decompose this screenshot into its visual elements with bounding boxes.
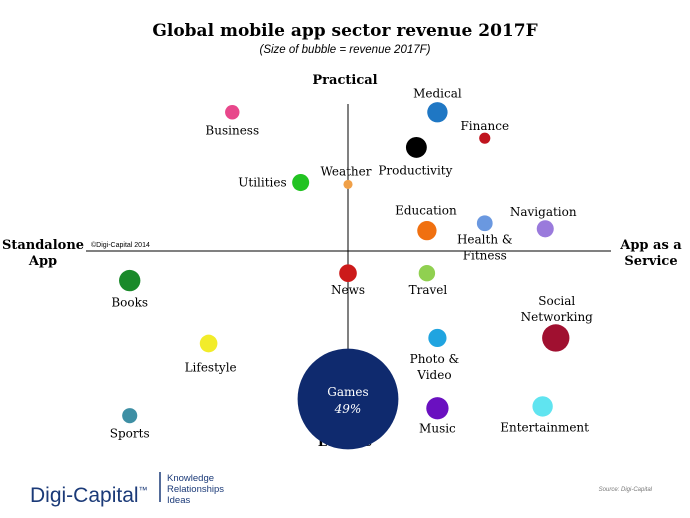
bubble-weather	[343, 179, 353, 189]
bubble-news	[339, 264, 357, 283]
bubble-photo-video	[428, 328, 447, 348]
bubble-label-education: Education	[395, 204, 457, 218]
bubble-label-social-networking: Social	[538, 294, 575, 308]
bubble-label2-social-networking: Networking	[521, 310, 593, 324]
bubble-business	[225, 105, 240, 120]
bubble-label-music: Music	[419, 421, 456, 435]
bubble-health-fitness	[476, 215, 493, 232]
bubble-label-travel: Travel	[409, 283, 448, 297]
bubble-label-health-fitness: Health &	[457, 232, 513, 246]
source-note: Source: Digi-Capital	[599, 487, 653, 493]
brand-logo-text: Digi-Capital™	[30, 484, 148, 507]
bubble-label-navigation: Navigation	[510, 205, 577, 219]
bubble-label-games: Games	[327, 385, 368, 399]
bubble-value-games: 49%	[334, 402, 362, 416]
bubble-games	[297, 348, 399, 450]
chart-subtitle: (Size of bubble = revenue 2017F)	[259, 44, 430, 56]
chart-title: Global mobile app sector revenue 2017F	[152, 21, 537, 41]
bubble-education	[417, 220, 437, 241]
bubble-label-news: News	[331, 283, 365, 297]
bubble-lifestyle	[199, 334, 218, 353]
bubble-label-finance: Finance	[460, 119, 509, 133]
axis-label-app-as-a: App as a	[619, 238, 682, 253]
copyright-note: ©Digi-Capital 2014	[91, 241, 150, 249]
bubble-social-networking	[542, 324, 570, 352]
bubble-productivity	[405, 136, 427, 158]
bubble-finance	[479, 132, 491, 144]
axis-label-app: App	[28, 254, 57, 269]
bubble-label-books: Books	[111, 296, 148, 310]
bubble-label-lifestyle: Lifestyle	[185, 361, 237, 375]
bubble-books	[119, 269, 141, 292]
axis-label-practical: Practical	[312, 73, 377, 88]
bubble-label-business: Business	[205, 123, 259, 137]
bubble-label-weather: Weather	[321, 164, 372, 178]
bubble-travel	[418, 264, 436, 282]
bubble-utilities	[292, 174, 310, 192]
bubble-label2-photo-video: Video	[416, 368, 451, 382]
bubbles-layer: Business Medical Finance Productivity Weathe…	[110, 86, 593, 450]
bubble-label-photo-video: Photo &	[410, 352, 460, 366]
bubble-music	[426, 397, 449, 420]
bubble-label-entertainment: Entertainment	[500, 420, 589, 434]
bubble-label-productivity: Productivity	[378, 163, 452, 177]
axis-label-service: Service	[624, 254, 677, 269]
bubble-entertainment	[532, 396, 553, 417]
brand-tagline-knowledge: Knowledge	[167, 473, 214, 484]
axis-label-standalone: Standalone	[2, 238, 84, 253]
bubble-label-medical: Medical	[413, 86, 462, 100]
bubble-label2-health-fitness: Fitness	[463, 248, 507, 262]
bubble-sports	[122, 408, 138, 424]
bubble-medical	[427, 102, 448, 123]
bubble-label-sports: Sports	[110, 427, 150, 441]
bubble-navigation	[536, 220, 554, 238]
brand-tagline-relationships: Relationships	[167, 484, 224, 495]
bubble-label-utilities: Utilities	[238, 176, 286, 190]
brand-tagline-ideas: Ideas	[167, 495, 190, 506]
